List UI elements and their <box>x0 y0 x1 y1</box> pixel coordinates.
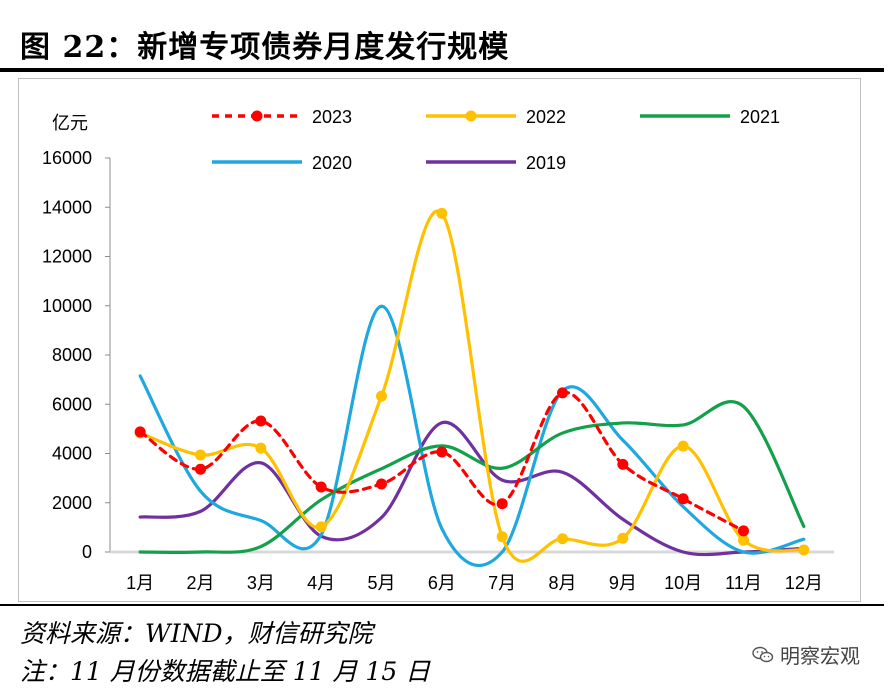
x-tick-label: 6月 <box>428 573 456 593</box>
data-point-2023 <box>677 493 689 505</box>
x-tick-label: 1月 <box>126 573 154 593</box>
title-rule <box>0 68 884 72</box>
data-point-2023 <box>557 387 568 399</box>
series-lines <box>134 207 810 568</box>
legend-marker <box>251 110 263 122</box>
legend-label: 2023 <box>312 107 352 127</box>
legend-item-2021: 2021 <box>640 107 780 127</box>
data-point-2022 <box>255 442 267 454</box>
data-point-2022 <box>798 544 810 556</box>
y-tick-label: 14000 <box>42 197 92 217</box>
x-tick-label: 10月 <box>664 573 702 593</box>
data-point-2023 <box>617 458 629 470</box>
x-tick-label: 7月 <box>488 573 516 593</box>
data-point-2022 <box>557 533 568 545</box>
axes: 0 2000 4000 6000 8000 10000 12000 14000 16000 1月 2… <box>42 148 834 593</box>
x-tick-label: 2月 <box>186 573 214 593</box>
legend-label: 2022 <box>526 107 566 127</box>
footnote: 注：11 月份数据截止至 11 月 15 日 <box>20 657 431 686</box>
data-point-2022 <box>315 521 327 533</box>
series-line-2021 <box>138 400 806 554</box>
legend-label: 2020 <box>312 153 352 173</box>
legend-label: 2021 <box>740 107 780 127</box>
wechat-icon <box>752 646 774 662</box>
series-line-2022 <box>138 209 806 563</box>
x-tick-label: 5月 <box>367 573 395 593</box>
x-tick-label: 3月 <box>247 573 275 593</box>
data-point-2022 <box>738 534 749 546</box>
data-point-2022 <box>436 207 448 219</box>
data-point-2022 <box>677 440 689 452</box>
series-line-2023 <box>138 391 746 533</box>
data-point-2022 <box>617 532 629 544</box>
x-tick-label: 9月 <box>609 573 637 593</box>
watermark-text: 明察宏观 <box>780 644 860 668</box>
data-point-2023 <box>376 478 387 490</box>
series-line-2020 <box>138 304 806 568</box>
y-tick-label: 6000 <box>52 394 92 414</box>
y-tick-label: 12000 <box>42 247 92 267</box>
legend-item-2022: 2022 <box>426 107 566 127</box>
legend-item-2023: 2023 <box>212 107 352 127</box>
x-tick-label: 12月 <box>785 573 823 593</box>
legend-marker <box>465 110 477 122</box>
data-point-2022 <box>496 531 508 543</box>
legend-item-2019: 2019 <box>426 153 566 173</box>
data-point-2022 <box>376 390 387 402</box>
series-line-2019 <box>138 420 806 557</box>
chart-frame <box>18 78 861 602</box>
data-point-2023 <box>738 525 749 537</box>
y-tick-label: 16000 <box>42 148 92 168</box>
figure-title: 图 22：新增专项债券月度发行规模 <box>20 30 510 65</box>
y-tick-label: 4000 <box>52 444 92 464</box>
y-tick-label: 2000 <box>52 493 92 513</box>
chart-legend: 2023 2022 2021 2020 2019 <box>212 107 780 173</box>
x-tick-label: 11月 <box>725 573 762 593</box>
x-tick-label: 4月 <box>307 573 335 593</box>
legend-item-2020: 2020 <box>212 153 352 173</box>
y-tick-label: 10000 <box>42 296 92 316</box>
y-axis-unit-label: 亿元 <box>52 113 88 133</box>
data-point-2023 <box>195 463 206 475</box>
data-point-2023 <box>255 415 267 427</box>
data-point-2023 <box>496 498 508 510</box>
data-point-2023 <box>134 426 146 438</box>
source-note: 资料来源：WIND，财信研究院 <box>20 619 373 648</box>
legend-label: 2019 <box>526 153 566 173</box>
x-tick-label: 8月 <box>548 573 576 593</box>
source-rule <box>0 604 884 606</box>
data-point-2022 <box>195 449 206 461</box>
data-point-2023 <box>436 446 448 458</box>
data-point-2023 <box>315 481 327 493</box>
y-tick-label: 8000 <box>52 345 92 365</box>
watermark: 明察宏观 <box>752 640 860 669</box>
y-tick-label: 0 <box>82 542 92 562</box>
